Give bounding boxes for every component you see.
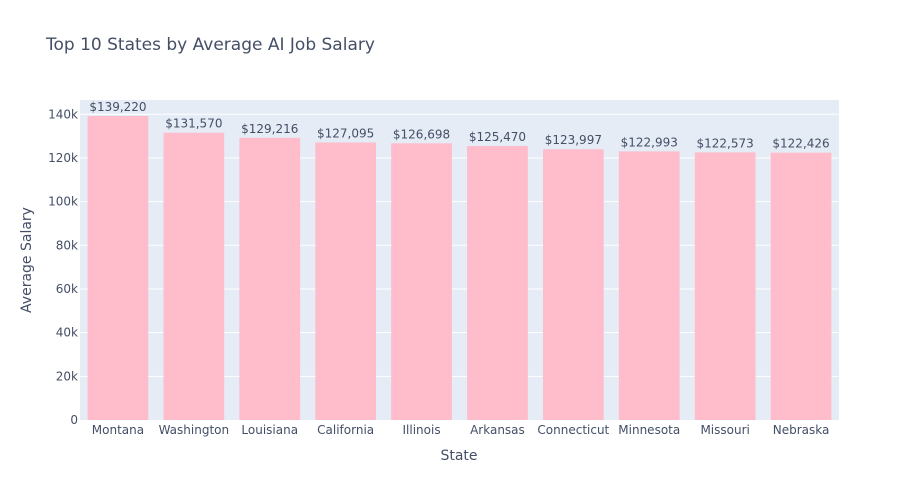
x-tick-label: Illinois bbox=[403, 423, 441, 437]
chart-title: Top 10 States by Average AI Job Salary bbox=[45, 35, 375, 55]
bar-missouri[interactable] bbox=[694, 152, 756, 421]
data-label: $129,216 bbox=[241, 122, 298, 136]
bar-minnesota[interactable] bbox=[618, 151, 680, 421]
data-label: $122,993 bbox=[621, 135, 678, 149]
data-label: $127,095 bbox=[317, 126, 374, 140]
x-tick-label: California bbox=[317, 423, 374, 437]
bar-washington[interactable] bbox=[163, 132, 225, 420]
bars bbox=[87, 115, 832, 421]
data-label: $139,220 bbox=[89, 100, 146, 114]
bar-arkansas[interactable] bbox=[467, 146, 528, 420]
y-tick-label: 80k bbox=[56, 238, 78, 252]
x-tick-label: Louisiana bbox=[241, 423, 298, 437]
data-label: $122,426 bbox=[772, 137, 829, 151]
y-tick-label: 0 bbox=[70, 413, 78, 427]
data-label: $122,573 bbox=[697, 136, 754, 150]
y-tick-label: 20k bbox=[56, 369, 78, 383]
x-axis-title: State bbox=[440, 448, 477, 464]
x-axis-ticks: Montana Washington Louisiana California Illi… bbox=[92, 423, 830, 437]
x-tick-label: Arkansas bbox=[470, 423, 525, 437]
y-axis-title: Average Salary bbox=[19, 207, 35, 313]
bar-louisiana[interactable] bbox=[239, 137, 301, 420]
x-tick-label: Washington bbox=[159, 423, 230, 437]
y-tick-label: 100k bbox=[48, 195, 78, 209]
x-tick-label: Nebraska bbox=[773, 423, 830, 437]
bar-connecticut[interactable] bbox=[542, 149, 604, 420]
data-label: $123,997 bbox=[545, 133, 602, 147]
data-label: $125,470 bbox=[469, 130, 526, 144]
y-tick-label: 60k bbox=[56, 282, 78, 296]
x-tick-label: Missouri bbox=[700, 423, 749, 437]
x-tick-label: Connecticut bbox=[537, 423, 609, 437]
bar-nebraska[interactable] bbox=[770, 152, 832, 421]
bar-illinois[interactable] bbox=[391, 143, 452, 420]
x-tick-label: Minnesota bbox=[618, 423, 680, 437]
data-label: $126,698 bbox=[393, 127, 450, 141]
y-tick-label: 140k bbox=[48, 107, 78, 121]
data-labels: $139,220 $131,570 $129,216 $127,095 $126,698… bbox=[89, 100, 829, 151]
y-axis-ticks: 0 20k 40k 60k 80k 100k 120k 140k bbox=[48, 107, 78, 427]
bar-montana[interactable] bbox=[87, 115, 149, 420]
x-tick-label: Montana bbox=[92, 423, 144, 437]
y-tick-label: 40k bbox=[56, 326, 78, 340]
y-tick-label: 120k bbox=[48, 151, 78, 165]
data-label: $131,570 bbox=[165, 117, 222, 131]
bar-california[interactable] bbox=[315, 142, 377, 420]
